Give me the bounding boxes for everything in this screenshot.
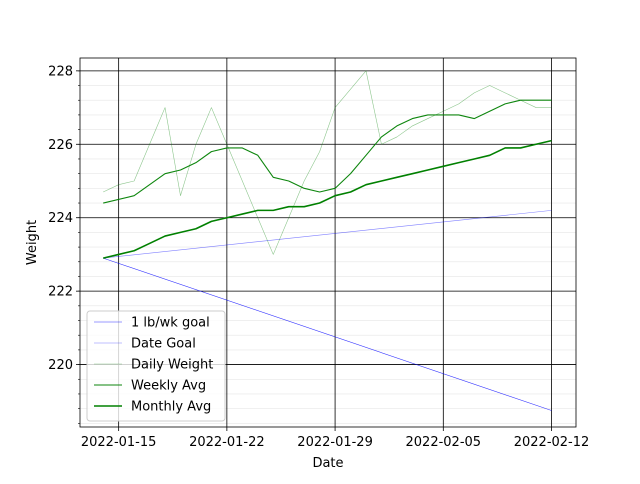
y-tick-label: 222 [48,285,73,300]
y-tick-label: 220 [48,358,73,373]
y-axis-ticks: 220 222 224 226 228 [48,64,80,424]
x-tick-label: 2022-01-22 [189,435,265,450]
legend: 1 lb/wk goal Date Goal Daily Weight Weekly … [86,310,226,422]
legend-label: Daily Weight [131,358,213,373]
y-axis-label: Weight [25,220,40,265]
x-tick-label: 2022-02-12 [514,435,590,450]
series-layer [103,70,552,411]
series-weekly-avg-line [103,99,552,204]
legend-label: 1 lb/wk goal [131,316,210,331]
legend-label: Date Goal [131,337,196,352]
series-1-lb-wk-goal-line [103,257,552,411]
y-tick-label: 228 [48,64,73,79]
major-grid [80,58,576,427]
legend-label: Monthly Avg [131,400,211,415]
x-tick-label: 2022-02-05 [406,435,482,450]
plot-frame [79,57,577,428]
series-date-goal-line [103,210,552,259]
x-axis-label: Date [312,456,343,471]
legend-label: Weekly Avg [131,379,206,394]
x-axis-ticks: 2022-01-15 2022-01-22 2022-01-29 2022-02-05… [81,427,589,450]
legend-box [86,310,226,422]
series-daily-weight-line [103,70,552,255]
x-tick-label: 2022-01-29 [297,435,373,450]
y-tick-label: 226 [48,138,73,153]
y-tick-label: 224 [48,211,73,226]
x-tick-label: 2022-01-15 [81,435,157,450]
series-monthly-avg-line [103,139,552,259]
